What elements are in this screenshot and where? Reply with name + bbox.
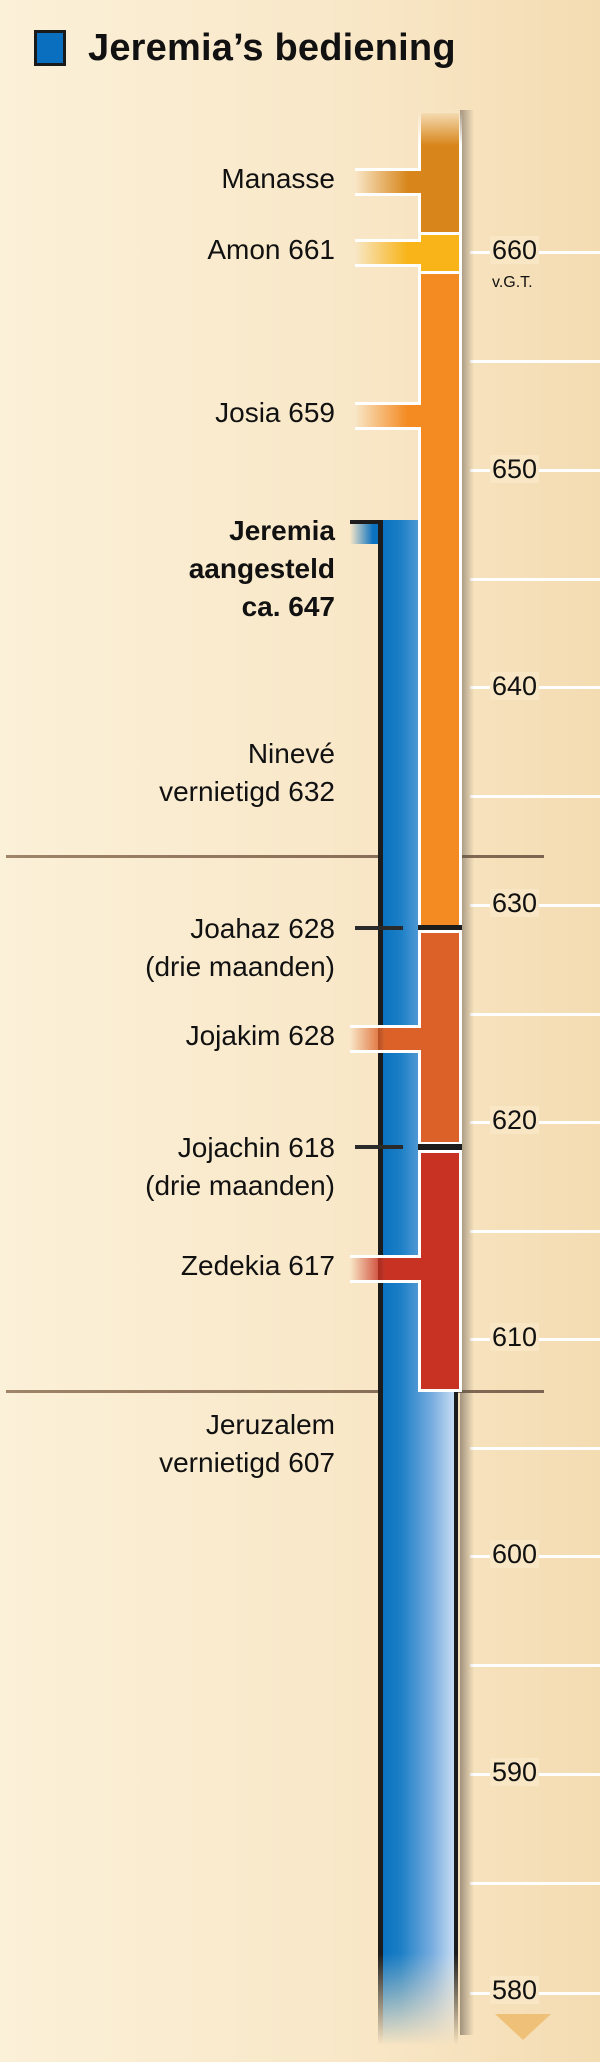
- tick-595: [470, 1664, 600, 1667]
- reign-bar-amon: [418, 232, 462, 274]
- reign-bar-manasse: [418, 110, 462, 235]
- label-joahaz-line1: Joahaz 628: [190, 913, 335, 944]
- connector-amon: [355, 239, 421, 267]
- label-jeruzalem-line1: Jeruzalem: [205, 1409, 335, 1440]
- event-line-jeruzalem: [6, 1390, 544, 1393]
- axis-label-640: 640: [490, 671, 540, 701]
- label-josia: Josia 659: [215, 397, 335, 428]
- label-jeremia-line1: Jeremia: [229, 515, 335, 546]
- axis-label-630: 630: [490, 888, 540, 918]
- label-amon: Amon 661: [207, 234, 335, 265]
- tick-585: [470, 1882, 600, 1885]
- event-line-ninive: [6, 855, 544, 858]
- axis-label-610: 610: [490, 1322, 540, 1352]
- connector-manasse: [355, 168, 421, 196]
- label-joahaz-line2: (drie maanden): [145, 951, 335, 982]
- legend-swatch-blue: [34, 30, 66, 66]
- tick-605: [470, 1447, 600, 1450]
- jeremia-start-connector: [350, 520, 383, 544]
- label-jeremia-line3: ca. 647: [241, 591, 335, 622]
- label-zedekia: Zedekia 617: [180, 1250, 335, 1281]
- tick-645: [470, 578, 600, 581]
- tick-635: [470, 795, 600, 798]
- label-jeremia-line2: aangesteld: [188, 553, 335, 584]
- bar-shadow: [460, 110, 474, 2035]
- reign-bar-jojakim: [418, 930, 462, 1145]
- label-jojachin-line1: Jojachin 618: [177, 1132, 335, 1163]
- label-manasse: Manasse: [221, 163, 335, 194]
- tick-625: [470, 1013, 600, 1016]
- tick-655: [470, 360, 600, 363]
- joahaz-tick: [355, 926, 403, 930]
- jojachin-tick: [355, 1145, 403, 1149]
- axis-label-580: 580: [490, 1975, 540, 2005]
- label-jojachin-line2: (drie maanden): [145, 1170, 335, 1201]
- label-jeruzalem-line2: vernietigd 607: [159, 1447, 335, 1478]
- connector-zedekia: [350, 1255, 421, 1283]
- axis-label-600: 600: [490, 1539, 540, 1569]
- continues-arrow-icon: [495, 2014, 551, 2040]
- axis-label-650: 650: [490, 454, 540, 484]
- connector-josia: [355, 402, 421, 430]
- chart-title: Jeremia’s bediening: [34, 22, 456, 74]
- label-ninive-line1: Ninevé: [247, 738, 335, 769]
- axis-era-label: v.G.T.: [492, 274, 533, 291]
- axis-label-590: 590: [490, 1757, 540, 1787]
- title-text: Jeremia’s bediening: [88, 26, 456, 69]
- reign-bar-zedekia: [418, 1150, 462, 1392]
- label-ninive-line2: vernietigd 632: [159, 776, 335, 807]
- reign-divider-joahaz: [418, 925, 462, 931]
- reign-bar-josia: [418, 271, 462, 933]
- axis-label-620: 620: [490, 1105, 540, 1135]
- axis-label-660: 660: [490, 235, 540, 265]
- reign-divider-jojachin: [418, 1144, 462, 1150]
- connector-jojakim: [350, 1025, 421, 1053]
- label-jojakim: Jojakim 628: [185, 1020, 335, 1051]
- tick-615: [470, 1230, 600, 1233]
